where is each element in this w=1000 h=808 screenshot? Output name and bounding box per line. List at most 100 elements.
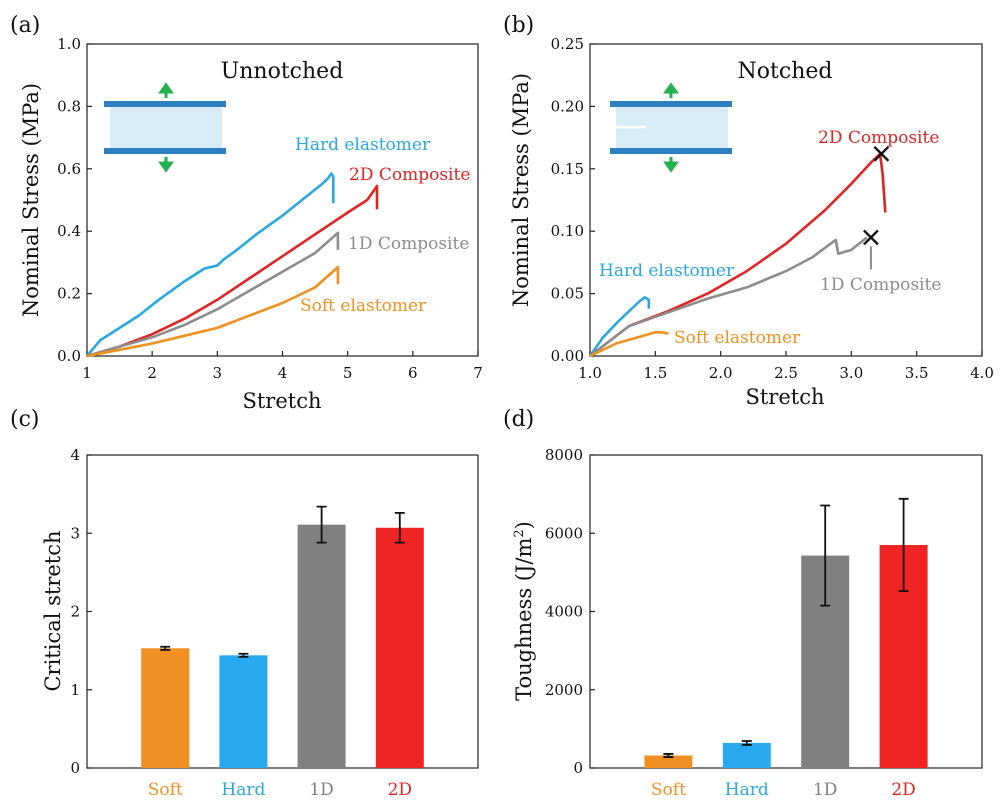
x-tick-label: 6 xyxy=(408,364,418,382)
panel-b: (b) 1.0 1.5 2.0 2.5 3.0 3.5 4.0 0.00 0.05 0.10 0.1… xyxy=(503,13,994,409)
y-tick-label: 0.2 xyxy=(57,285,81,303)
bar-hard xyxy=(219,655,268,768)
arrow-down-icon xyxy=(158,157,174,173)
x-tick-label: 7 xyxy=(473,364,483,382)
panel-b-xlabel: Stretch xyxy=(745,385,824,409)
y-tick-label: 4 xyxy=(70,446,80,464)
fracture-cross-marker xyxy=(873,145,890,162)
annotation-1d-composite: 1D Composite xyxy=(348,234,469,254)
panel-c-ylabel: Critical stretch xyxy=(41,530,65,691)
panel-b-ylabel: Nominal Stress (MPa) xyxy=(509,73,533,307)
x-tick-label: 4.0 xyxy=(970,364,994,382)
y-tick-label: 0.20 xyxy=(551,97,584,115)
panel-a-series: Hard elastomer 2D Composite 1D Composite So… xyxy=(86,135,470,358)
arrow-down-icon xyxy=(663,157,679,173)
panel-a-label: (a) xyxy=(10,13,40,38)
series-line-hard-elastomer xyxy=(86,172,335,357)
top-clamp xyxy=(610,101,732,107)
x-tick-label: 1 xyxy=(82,364,92,382)
panel-b-title: Notched xyxy=(738,59,833,84)
series-line-1d-composite xyxy=(86,231,340,358)
y-tick-label: 0.10 xyxy=(551,222,584,240)
y-tick-label: 4000 xyxy=(545,603,583,621)
y-tick-label: 2 xyxy=(70,603,80,621)
category-label-soft: Soft xyxy=(651,780,686,800)
panel-b-ticks: 1.0 1.5 2.0 2.5 3.0 3.5 4.0 0.00 0.05 0.10 0.15 0.2… xyxy=(551,35,994,382)
annotation-soft-elastomer: Soft elastomer xyxy=(300,296,427,316)
category-label-hard: Hard xyxy=(221,780,265,800)
panel-d: (d) 0 2000 4000 6000 8000 Soft Hard 1D 2D Toughn… xyxy=(503,407,983,800)
y-tick-label: 3 xyxy=(70,524,80,542)
x-tick-label: 5 xyxy=(343,364,353,382)
panel-d-plot-area: 0 2000 4000 6000 8000 Soft Hard 1D 2D xyxy=(545,446,983,800)
panel-d-ylabel-main: Toughness (J/m xyxy=(512,538,536,701)
panel-d-ylabel-end: ) xyxy=(512,521,536,529)
annotation-2d-composite: 2D Composite xyxy=(818,128,939,148)
panel-b-label: (b) xyxy=(503,13,534,38)
x-tick-label: 3.5 xyxy=(905,364,929,382)
category-label-hard: Hard xyxy=(725,780,769,800)
annotation-2d-composite: 2D Composite xyxy=(349,165,470,185)
panel-a-title: Unnotched xyxy=(221,59,344,84)
top-clamp xyxy=(104,101,226,107)
y-tick-label: 0 xyxy=(573,759,583,777)
panel-a-ticks: 1 2 3 4 5 6 7 0.0 0.2 0.4 0.6 0.8 1.0 xyxy=(57,35,483,382)
panel-c-label: (c) xyxy=(10,407,40,432)
arrow-up-icon xyxy=(663,82,679,98)
panel-b-markers xyxy=(863,145,890,270)
y-tick-label: 0.00 xyxy=(551,347,584,365)
panel-d-ylabel: Toughness (J/m2) xyxy=(512,521,536,701)
arrow-up-icon xyxy=(158,82,174,98)
error-bar xyxy=(898,497,909,593)
panel-c: (c) 0 1 2 3 4 Soft Hard 1D 2D Critical stretch xyxy=(10,407,479,800)
error-bar xyxy=(820,504,831,607)
panel-c-plot-area: 0 1 2 3 4 Soft Hard 1D 2D xyxy=(70,446,479,800)
y-tick-label: 0 xyxy=(70,759,80,777)
x-tick-label: 2 xyxy=(147,364,157,382)
x-tick-label: 2.0 xyxy=(709,364,733,382)
series-line-hard-elastomer xyxy=(588,296,651,357)
x-tick-label: 2.5 xyxy=(774,364,798,382)
error-bar xyxy=(394,512,405,544)
unnotched-sample-schematic xyxy=(104,82,226,173)
y-tick-label: 0.05 xyxy=(551,285,584,303)
panel-a-xlabel: Stretch xyxy=(242,389,321,413)
error-bar xyxy=(741,740,752,746)
y-tick-label: 0.4 xyxy=(57,222,81,240)
category-label-2d: 2D xyxy=(388,780,412,800)
annotation-hard-elastomer: Hard elastomer xyxy=(295,135,431,155)
series-line-2d-composite xyxy=(589,152,887,358)
panel-d-ticks: 0 2000 4000 6000 8000 Soft Hard 1D 2D xyxy=(545,446,916,800)
series-line-1d-composite xyxy=(589,236,868,358)
x-tick-label: 3.0 xyxy=(839,364,863,382)
x-tick-label: 1.5 xyxy=(643,364,667,382)
bar-2d xyxy=(375,527,424,768)
category-label-2d: 2D xyxy=(891,780,915,800)
error-bar xyxy=(663,753,674,758)
error-bar xyxy=(160,645,171,651)
annotation-1d-composite: 1D Composite xyxy=(820,275,941,295)
series-line-soft-elastomer xyxy=(86,265,340,358)
error-bar xyxy=(238,652,249,658)
y-tick-label: 8000 xyxy=(545,446,583,464)
x-tick-label: 1.0 xyxy=(578,364,602,382)
bar-soft xyxy=(141,648,190,768)
y-tick-label: 6000 xyxy=(545,524,583,542)
x-tick-label: 4 xyxy=(278,364,288,382)
panel-a: (a) 1 2 3 4 5 6 7 0.0 0.2 0.4 0.6 0.8 1.0 Hard elast… xyxy=(10,13,483,413)
y-tick-label: 1 xyxy=(70,681,80,699)
y-tick-label: 1.0 xyxy=(57,35,81,53)
sample-body xyxy=(110,107,222,148)
series-line-2d-composite xyxy=(86,184,379,358)
bottom-clamp xyxy=(610,148,732,154)
panel-b-frame xyxy=(589,43,983,357)
bottom-clamp xyxy=(104,148,226,154)
y-tick-label: 0.6 xyxy=(57,160,81,178)
notched-sample-schematic xyxy=(610,82,732,173)
panel-d-ylabel-sup: 2 xyxy=(512,529,527,537)
panel-c-bars xyxy=(141,505,424,768)
category-label-1d: 1D xyxy=(813,780,837,800)
y-tick-label: 0.15 xyxy=(551,160,584,178)
panel-d-label: (d) xyxy=(503,407,534,432)
panel-b-plot-area: 1.0 1.5 2.0 2.5 3.0 3.5 4.0 0.00 0.05 0.10 0.15 0.2… xyxy=(551,35,994,382)
